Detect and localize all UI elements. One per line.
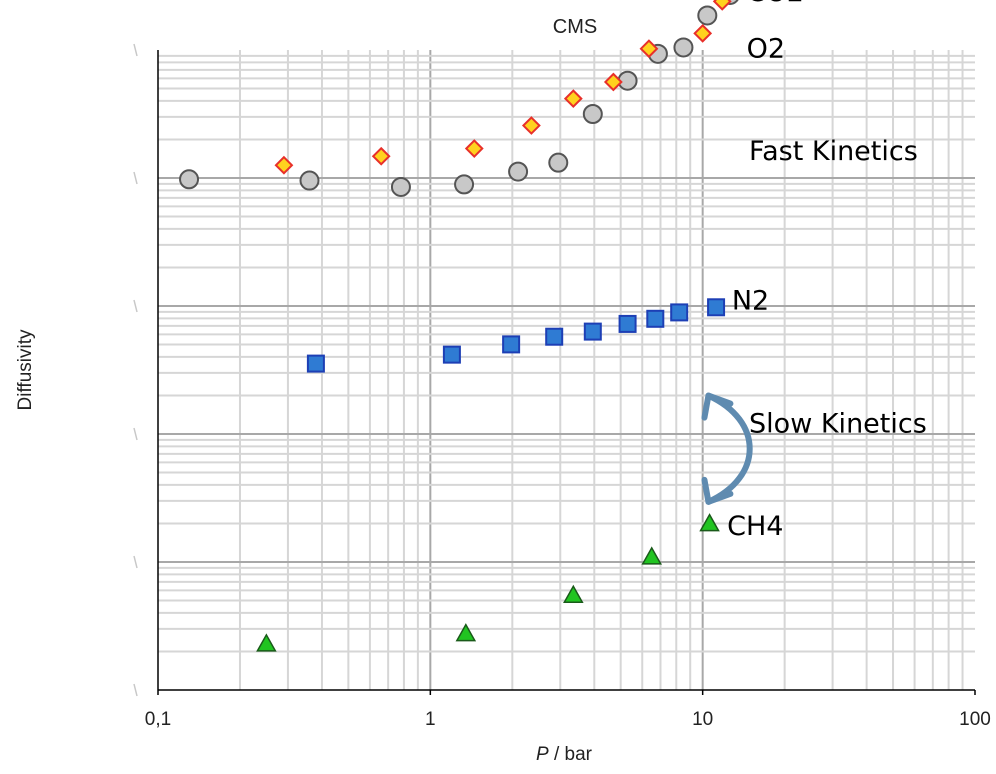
y-tick-mark [133,299,138,313]
triangle-point [455,623,477,642]
square-point [306,354,325,373]
kinetics-arrow-head-up [701,392,734,421]
x-tick-labels: 0,1 1 10 100 [145,709,991,730]
diamond-point [371,146,391,166]
annotation-label: Fast Kinetics [749,136,918,167]
square-point [442,345,461,364]
triangle-point [256,633,277,652]
diamond-point [693,23,713,43]
diamond-point [464,139,484,158]
square-point [502,335,521,354]
square-point [646,309,665,328]
y-tick-mark [133,43,138,57]
y-tick-mark [133,427,138,441]
triangle-point [641,546,662,565]
x-tick-label: 0,1 [145,709,171,730]
square-point [545,327,564,346]
circle-point [548,152,569,173]
diamond-point [712,0,732,11]
x-axis-title-unit: / bar [549,744,593,765]
circle-point [390,176,411,197]
diamond-point [274,155,294,175]
annotation-label: O2 [747,34,785,65]
diamond-point [521,116,541,135]
kinetics-arrow-head-down [701,476,734,505]
x-tick-label: 10 [692,709,713,730]
triangle-point [699,513,720,532]
chart-title: CMS [553,16,597,38]
diamond-point [603,72,623,92]
x-axis-title: P / bar [536,744,593,765]
diamond-point [639,39,659,59]
circle-point [697,5,718,26]
annotations: CO2 O2 Fast Kinetics N2 Slow Kinetics CH4 [727,0,927,542]
triangle-point [563,584,584,604]
x-tick-label: 1 [425,709,436,730]
annotation-label: Slow Kinetics [749,409,927,440]
circle-point [673,37,694,58]
arrow [701,392,753,505]
data-points [179,0,739,652]
circle-point [582,104,603,124]
square-point [670,303,689,322]
y-axis-title: Diffusivity [15,329,36,410]
circle-point [454,174,475,195]
diamond-point [563,89,583,109]
annotation-label: N2 [732,286,769,317]
x-axis-title-variable: P [536,744,549,765]
axes [133,43,976,697]
annotation-label: CH4 [727,511,783,542]
circle-point [299,170,320,191]
circle-point [508,161,529,182]
x-tick-label: 100 [959,709,991,730]
kinetics-arrow-curve [705,392,753,505]
annotation-label: CO2 [747,0,804,8]
y-tick-mark [133,171,138,185]
y-tick-mark [133,683,138,697]
square-point [618,314,637,333]
y-tick-mark [133,555,138,569]
square-point [583,322,602,341]
square-point [707,298,726,317]
circle-point [179,169,200,190]
